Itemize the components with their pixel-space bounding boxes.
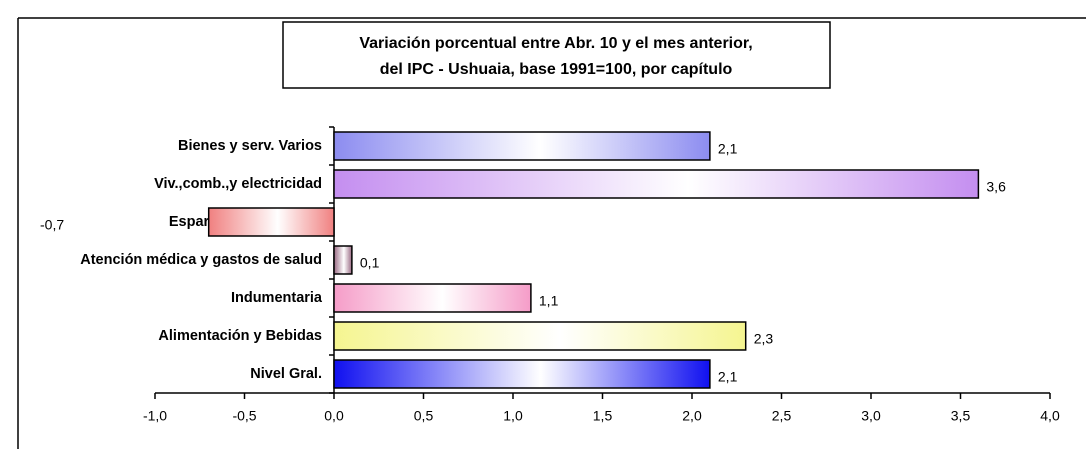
y-tick-label: Alimentación y Bebidas xyxy=(158,328,322,344)
value-label: 3,6 xyxy=(986,179,1006,195)
y-tick-label: Viv.,comb.,y electricidad xyxy=(154,176,322,192)
x-tick-label: 0,0 xyxy=(324,408,344,424)
y-tick-label: Indumentaria xyxy=(231,290,323,306)
value-label: 1,1 xyxy=(539,293,559,309)
value-label: -0,7 xyxy=(40,217,64,233)
bar xyxy=(333,321,747,351)
x-tick-label: -1,0 xyxy=(143,408,167,424)
x-tick-label: 1,0 xyxy=(503,408,523,424)
bar xyxy=(333,359,711,389)
title-box xyxy=(282,21,831,89)
y-tick-label: Atención médica y gastos de salud xyxy=(80,252,322,268)
x-tick-label: 3,5 xyxy=(951,408,971,424)
value-label: 2,1 xyxy=(718,369,738,385)
x-tick-label: 0,5 xyxy=(414,408,434,424)
chart-title: del IPC - Ushuaia, base 1991=100, por ca… xyxy=(380,61,733,78)
x-tick-label: 2,5 xyxy=(772,408,792,424)
bar xyxy=(333,169,980,199)
bar xyxy=(333,131,711,161)
bar xyxy=(207,207,335,237)
value-label: 2,3 xyxy=(754,331,774,347)
y-tick-label: Nivel Gral. xyxy=(250,366,322,382)
x-tick-label: 2,0 xyxy=(682,408,702,424)
value-label: 2,1 xyxy=(718,141,738,157)
chart-title: Variación porcentual entre Abr. 10 y el … xyxy=(359,35,752,52)
x-tick-label: 3,0 xyxy=(861,408,881,424)
x-tick-label: 4,0 xyxy=(1040,408,1060,424)
value-label: 0,1 xyxy=(360,255,380,271)
bar xyxy=(333,283,532,313)
x-tick-label: -0,5 xyxy=(232,408,256,424)
y-tick-label: Bienes y serv. Varios xyxy=(178,138,322,154)
x-tick-label: 1,5 xyxy=(593,408,613,424)
bar xyxy=(333,245,353,275)
